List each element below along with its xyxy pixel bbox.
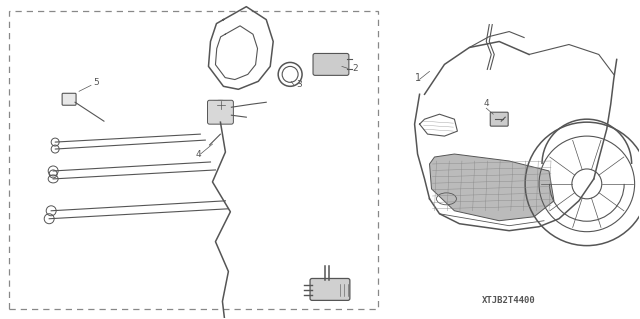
Text: 4: 4 xyxy=(483,99,489,108)
FancyBboxPatch shape xyxy=(490,112,508,126)
FancyBboxPatch shape xyxy=(310,278,350,300)
Text: 2: 2 xyxy=(352,64,358,73)
FancyBboxPatch shape xyxy=(313,54,349,75)
Polygon shape xyxy=(429,154,554,221)
Text: 5: 5 xyxy=(93,78,99,87)
Bar xyxy=(10,11,378,309)
FancyBboxPatch shape xyxy=(62,93,76,105)
Text: XTJB2T4400: XTJB2T4400 xyxy=(483,296,536,305)
Text: 3: 3 xyxy=(296,80,302,89)
Text: 1: 1 xyxy=(415,73,420,83)
FancyBboxPatch shape xyxy=(207,100,234,124)
Text: 4: 4 xyxy=(196,150,201,159)
